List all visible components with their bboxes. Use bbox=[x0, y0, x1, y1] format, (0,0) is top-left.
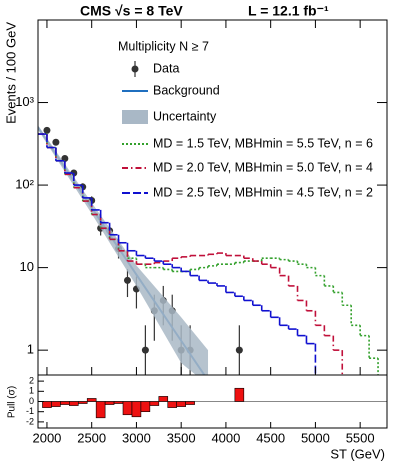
pull-y-tick-label: 2 bbox=[29, 375, 34, 385]
pull-bar bbox=[176, 401, 186, 407]
legend-label: MD = 2.5 TeV, MBHmin = 4.5 TeV, n = 2 bbox=[153, 185, 373, 199]
data-point bbox=[52, 138, 60, 146]
data-point bbox=[141, 346, 149, 354]
chart-title: CMS √s = 8 TeV bbox=[80, 3, 183, 19]
pull-bar bbox=[86, 398, 97, 402]
pull-bar bbox=[113, 401, 124, 404]
pull-bar bbox=[77, 401, 88, 404]
pull-frame bbox=[37, 374, 388, 429]
pull-area bbox=[38, 387, 387, 419]
legend-label: MD = 1.5 TeV, MBHmin = 5.5 TeV, n = 6 bbox=[153, 136, 373, 150]
x-tick-label: 2000 bbox=[32, 430, 61, 445]
pull-bar bbox=[69, 401, 79, 406]
legend-label: Data bbox=[153, 61, 179, 75]
data-point bbox=[123, 276, 131, 284]
pull-bar bbox=[185, 401, 195, 405]
pull-bar bbox=[158, 396, 169, 402]
x-tick-label: 5000 bbox=[301, 430, 330, 445]
pull-y-tick-label: 1 bbox=[29, 386, 34, 396]
pull-bar bbox=[234, 387, 245, 402]
x-tick-label: 3500 bbox=[167, 430, 196, 445]
data-point bbox=[43, 126, 51, 134]
pull-axis-title: Pull (σ) bbox=[7, 386, 18, 418]
data-point bbox=[235, 346, 243, 354]
pull-bar bbox=[60, 401, 70, 405]
x-tick-label: 5500 bbox=[346, 430, 375, 445]
pull-y-tick-label: -2 bbox=[26, 416, 34, 426]
legend-marker bbox=[131, 65, 139, 73]
pull-bar bbox=[140, 401, 151, 412]
y-tick-label: 1 bbox=[27, 342, 34, 357]
x-axis-title: ST (GeV) bbox=[330, 446, 385, 461]
chart-subtitle: L = 12.1 fb⁻¹ bbox=[248, 3, 329, 19]
legend-title: Multiplicity N ≥ 7 bbox=[118, 39, 209, 53]
legend-label: Uncertainty bbox=[153, 109, 217, 123]
pull-bar bbox=[122, 401, 133, 416]
legend-swatch bbox=[122, 110, 148, 124]
pull-bar bbox=[167, 401, 178, 408]
pull-bar bbox=[104, 401, 115, 405]
pull-bar bbox=[131, 401, 142, 418]
x-tick-label: 4000 bbox=[211, 430, 240, 445]
y-axis-title: Events / 100 GeV bbox=[3, 22, 18, 124]
pull-bar bbox=[95, 401, 106, 419]
legend-label: Background bbox=[153, 83, 220, 97]
y-tick-label: 10² bbox=[15, 177, 34, 192]
y-tick-label: 10 bbox=[20, 259, 34, 274]
pull-bar bbox=[51, 401, 61, 407]
legend-label: MD = 2.0 TeV, MBHmin = 5.0 TeV, n = 4 bbox=[153, 160, 373, 174]
y-tick-label: 10³ bbox=[15, 94, 34, 109]
pull-y-tick-label: 0 bbox=[29, 396, 34, 406]
x-tick-label: 2500 bbox=[77, 430, 106, 445]
plot-area bbox=[38, 125, 379, 375]
pull-bar bbox=[149, 401, 160, 406]
pull-bar bbox=[42, 401, 52, 408]
x-tick-label: 3000 bbox=[122, 430, 151, 445]
pull-y-tick-label: -1 bbox=[26, 406, 34, 416]
x-tick-label: 4500 bbox=[256, 430, 285, 445]
